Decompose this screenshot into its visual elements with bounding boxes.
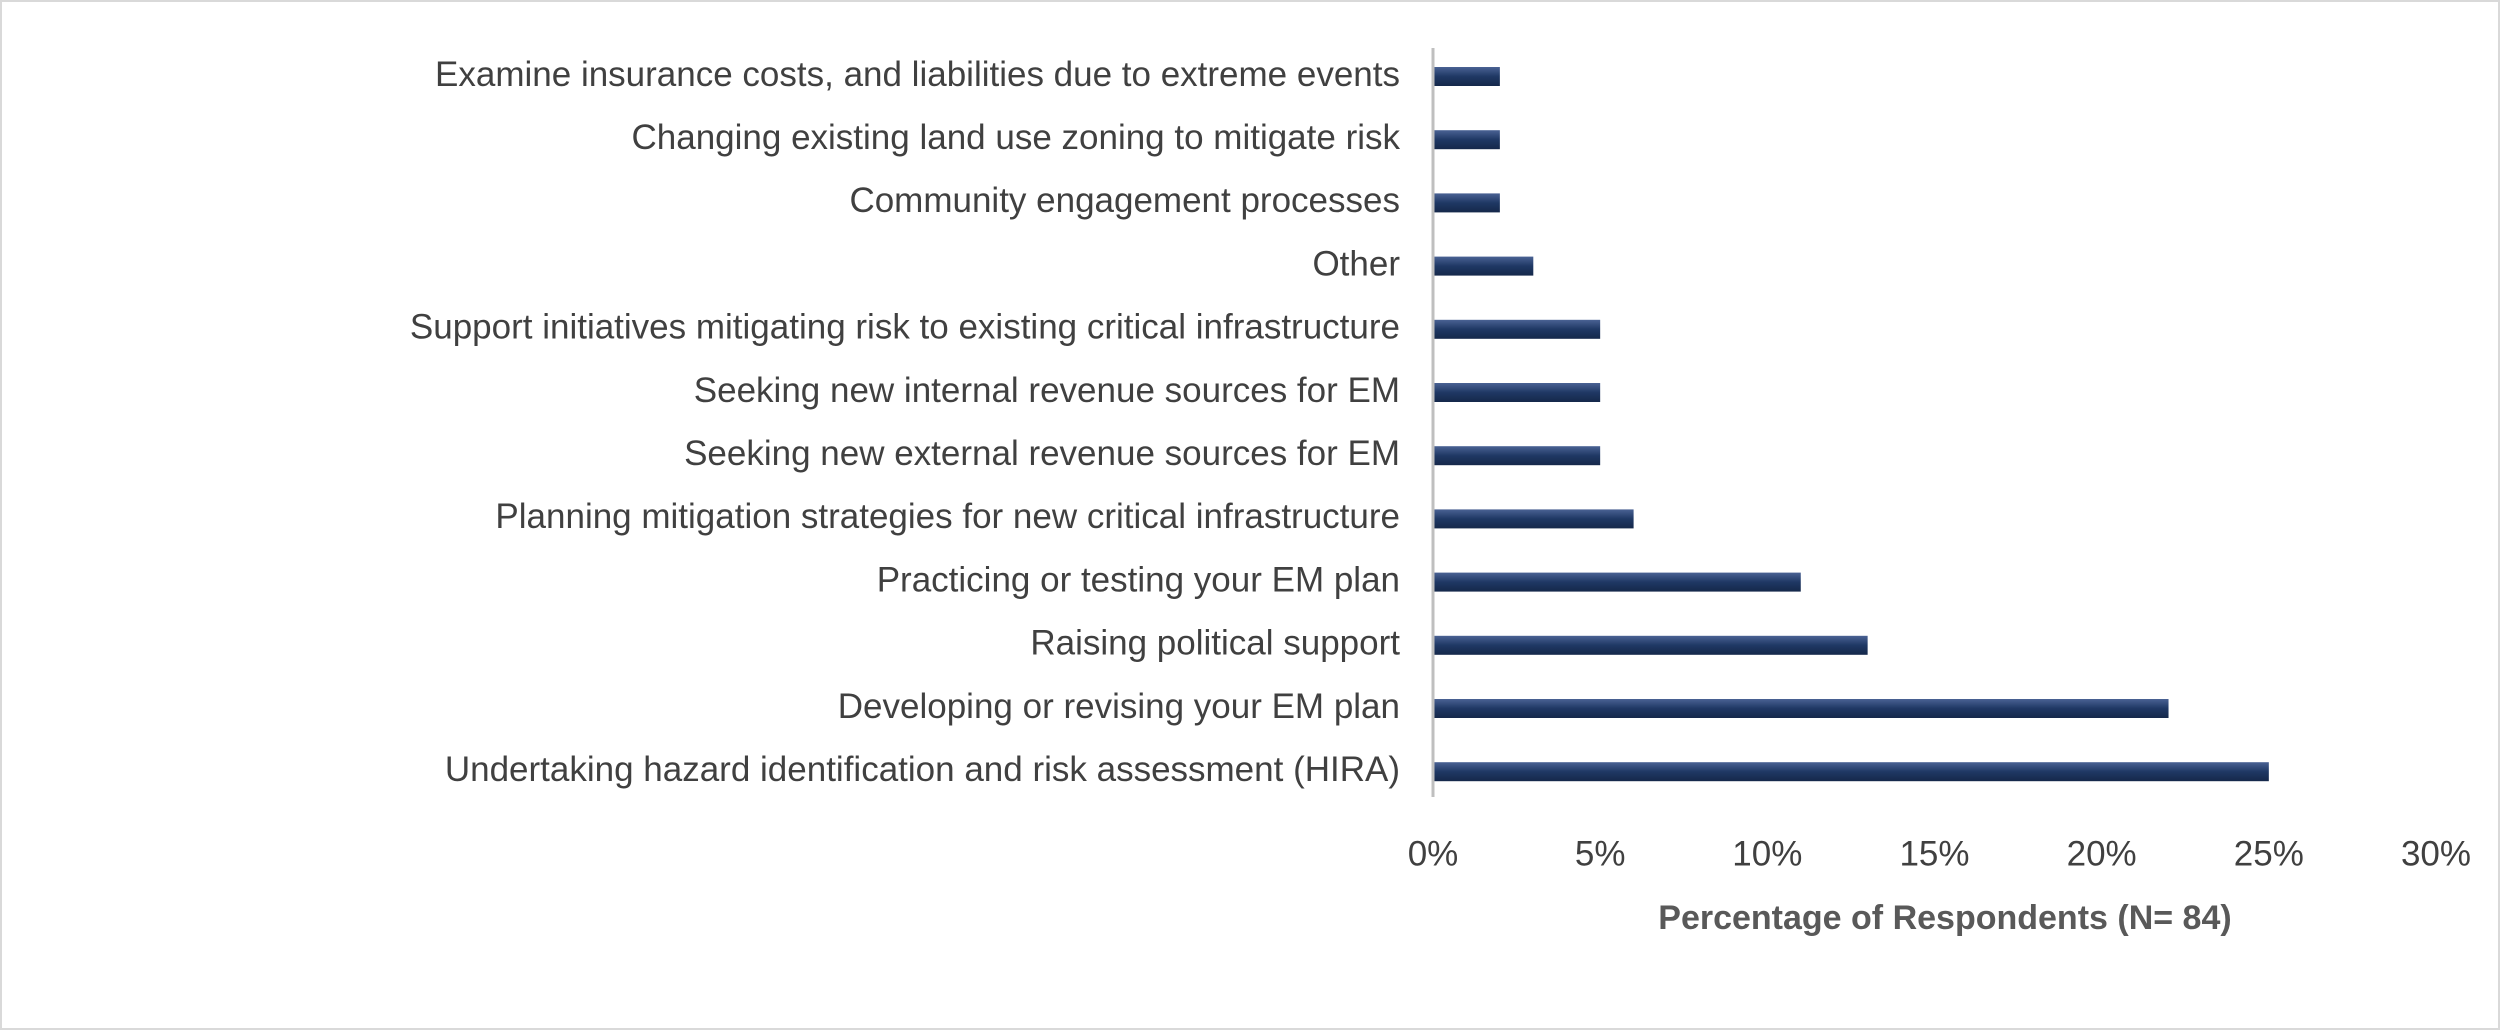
category-label: Changing existing land use zoning to mit… — [632, 118, 1401, 157]
x-tick-label: 5% — [1575, 834, 1626, 873]
bar — [1433, 572, 1801, 592]
bar — [1433, 193, 1500, 213]
bar — [1433, 319, 1601, 339]
x-tick-label: 10% — [1732, 834, 1802, 873]
x-tick-label: 15% — [1899, 834, 1969, 873]
category-label: Raising political support — [1030, 624, 1400, 663]
x-tick-label: 20% — [2067, 834, 2137, 873]
category-label: Other — [1312, 244, 1400, 283]
category-label: Seeking new internal revenue sources for… — [694, 371, 1400, 410]
category-label: Planning mitigation strategies for new c… — [495, 497, 1400, 536]
bar — [1433, 446, 1601, 466]
bar — [1433, 509, 1634, 529]
bar — [1433, 383, 1601, 402]
bar — [1433, 762, 2269, 782]
bar — [1433, 699, 2169, 718]
x-tick-label: 30% — [2401, 834, 2471, 873]
bar — [1433, 130, 1500, 150]
category-label: Community engagement processes — [849, 181, 1400, 220]
x-tick-label: 25% — [2234, 834, 2304, 873]
category-label: Developing or revising your EM plan — [838, 687, 1400, 726]
category-label: Support initiatives mitigating risk to e… — [410, 308, 1400, 347]
x-tick-label: 0% — [1408, 834, 1459, 873]
category-label: Seeking new external revenue sources for… — [684, 434, 1400, 473]
x-axis-title: Percentage of Respondents (N= 84) — [1658, 899, 2231, 937]
bar — [1433, 67, 1500, 86]
category-label: Examine insurance costs, and liabilities… — [435, 55, 1400, 94]
category-label: Practicing or testing your EM plan — [877, 560, 1400, 599]
bar — [1433, 256, 1534, 276]
bar — [1433, 635, 1868, 655]
category-label: Undertaking hazard identification and ri… — [445, 750, 1400, 789]
